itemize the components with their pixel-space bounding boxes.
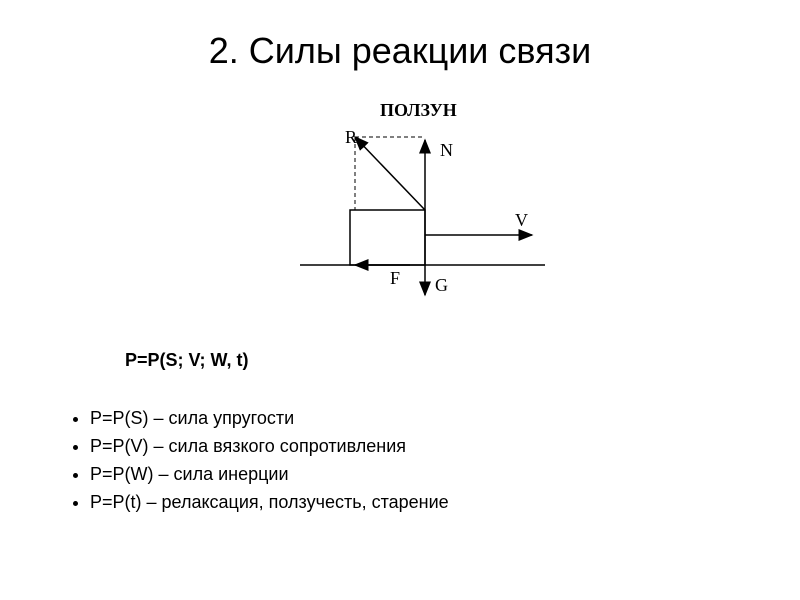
label-V: V [515,210,528,231]
label-N: N [440,140,453,161]
label-G: G [435,275,448,296]
bullet-list: P=P(S) – сила упругости P=P(V) – сила вя… [60,405,449,517]
formula-main: P=P(S; V; W, t) [125,350,249,371]
diagram-title: ПОЛЗУН [380,100,457,121]
vector-R [355,137,425,210]
label-R: R [345,127,357,148]
slide-title: 2. Силы реакции связи [0,0,800,72]
label-F: F [390,268,400,289]
list-item: P=P(V) – сила вязкого сопротивления [90,433,449,461]
mechanics-diagram [290,125,570,325]
list-item: P=P(t) – релаксация, ползучесть, старени… [90,489,449,517]
diagram: ПОЛЗУН R N V F G [290,100,570,320]
list-item: P=P(S) – сила упругости [90,405,449,433]
slider-box [350,210,425,265]
list-item: P=P(W) – сила инерции [90,461,449,489]
